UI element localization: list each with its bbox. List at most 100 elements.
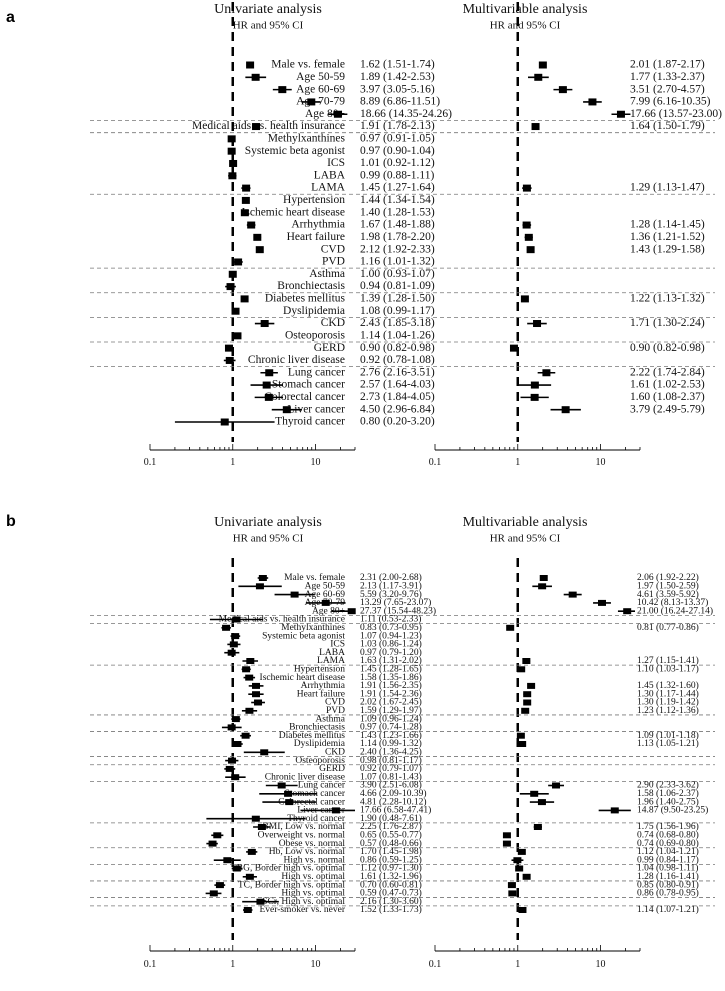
- forest-row: LAMA 1.63 (1.31-2.02) 1.27 (1.15-1.41): [90, 655, 715, 666]
- multivariable-hr-marker: [531, 123, 540, 131]
- univariate-hr-label: 1.67 (1.48-1.88): [360, 219, 435, 231]
- univariate-hr-label: 2.73 (1.84-4.05): [360, 391, 435, 403]
- multivariable-hr-marker: [533, 824, 542, 830]
- multivariable-hr-label: 14.87 (9.50-23.25): [637, 805, 708, 816]
- row-label: Hb, Low vs. normal: [269, 847, 346, 857]
- multivariable-hr-marker: [568, 591, 577, 598]
- row-label: High vs. normal: [284, 855, 346, 865]
- forest-row: GERD 0.92 (0.79-1.07): [224, 763, 422, 774]
- univariate-hr-marker: [246, 658, 255, 664]
- forest-row: Ischemic heart disease 1.40 (1.28-1.53): [240, 206, 435, 218]
- multivariable-hr-marker: [517, 848, 526, 855]
- row-label: TC, Border high vs. optimal: [238, 880, 345, 890]
- forest-row: Male vs. female 2.31 (2.00-2.68) 2.06 (1.9…: [257, 572, 699, 583]
- univariate-hr-label: 0.99 (0.88-1.11): [360, 169, 434, 181]
- multivariable-hr-marker: [522, 221, 531, 229]
- multivariable-hr-marker: [537, 799, 546, 806]
- univariate-hr-marker: [252, 123, 261, 131]
- univariate-hr-label: 2.12 (1.92-2.33): [360, 243, 435, 255]
- row-label: CKD: [325, 747, 345, 757]
- univariate-tick-label: 10: [311, 959, 321, 970]
- multivariable-hr-label: 0.74 (0.68-0.80): [637, 829, 699, 840]
- row-label: Diabetes mellitus: [265, 293, 346, 305]
- univariate-hr-label: 2.16 (1.30-3.60): [360, 896, 422, 907]
- univariate-hr-label: 1.12 (0.97-1.30): [360, 863, 422, 874]
- univariate-hr-label: 1.91 (1.54-2.36): [360, 688, 422, 699]
- univariate-hr-label: 1.07 (0.81-1.43): [360, 771, 422, 782]
- univariate-hr-label: 0.80 (0.20-3.20): [360, 416, 435, 428]
- row-label: BMI, Low vs. normal: [262, 822, 345, 832]
- univariate-hr-label: 2.25 (1.76-2.87): [360, 821, 422, 832]
- forest-row: Asthma 1.00 (0.93-1.07): [228, 268, 435, 280]
- multivariable-hr-label: 0.85 (0.80-0.91): [637, 879, 699, 890]
- multivariable-hr-label: 3.51 (2.70-4.57): [630, 83, 705, 95]
- univariate-tick-label: 0.1: [144, 457, 157, 468]
- multivariable-hr-marker: [616, 110, 625, 118]
- multivariable-hr-marker: [516, 732, 525, 739]
- forest-row: Age 50-59 2.13 (1.17-3.91) 1.97 (1.50-2.59…: [238, 580, 699, 591]
- univariate-hr-marker: [225, 356, 234, 364]
- multivariable-hr-label: 1.60 (1.08-2.37): [630, 391, 705, 403]
- univariate-hr-marker: [258, 575, 267, 581]
- forest-row: Obese vs. normal 0.57 (0.48-0.66) 0.74 (0.…: [90, 838, 715, 849]
- univariate-hr-marker: [245, 707, 254, 714]
- univariate-hr-label: 1.16 (1.01-1.32): [360, 256, 435, 268]
- multivariable-hr-label: 7.99 (6.16-10.35): [630, 96, 711, 108]
- multivariable-hr-marker: [518, 907, 527, 913]
- univariate-hr-marker: [232, 616, 241, 623]
- univariate-hr-marker: [245, 674, 254, 681]
- row-label: Dyslipidemia: [294, 739, 346, 749]
- forest-row: LAMA 1.45 (1.27-1.64) 1.29 (1.13-1.47): [90, 182, 715, 195]
- forest-row: CVD 2.02 (1.67-2.45) 1.30 (1.19-1.42): [251, 697, 699, 708]
- forest-row: Ischemic heart disease 1.58 (1.35-1.86): [243, 672, 422, 683]
- forest-row: Colorectal cancer 2.73 (1.84-4.05) 1.60 (1…: [254, 391, 705, 403]
- univariate-hr-label: 1.00 (0.93-1.07): [360, 268, 435, 280]
- univariate-hr-marker: [231, 307, 240, 315]
- forest-row: Lung cancer 2.76 (2.16-3.51) 2.22 (1.74-2.…: [260, 366, 705, 378]
- multivariable-hr-label: 1.30 (1.19-1.42): [637, 697, 699, 708]
- row-label: High vs. optimal: [281, 872, 345, 882]
- row-label: Stomach cancer: [272, 379, 345, 391]
- univariate-hr-marker: [247, 848, 256, 855]
- univariate-hr-marker: [257, 824, 266, 830]
- univariate-hr-label: 0.70 (0.60-0.81): [360, 879, 422, 890]
- multivariable-hr-label: 1.27 (1.15-1.41): [637, 655, 699, 666]
- multivariable-hr-marker: [509, 344, 518, 352]
- univariate-hr-marker: [227, 147, 236, 155]
- row-label: Chronic liver disease: [248, 354, 345, 366]
- multivariable-hr-marker: [558, 86, 567, 94]
- multivariable-hr-label: 0.74 (0.69-0.80): [637, 838, 699, 849]
- multivariable-hr-label: 1.77 (1.33-2.37): [630, 71, 705, 83]
- univariate-title: Univariate analysis: [214, 2, 322, 17]
- forest-row: Arrhythmia 1.91 (1.56-2.35) 1.45 (1.32-1.6…: [248, 680, 699, 691]
- multivariable-hr-label: 1.45 (1.32-1.60): [637, 680, 699, 691]
- row-label: FBG, Border high vs. optimal: [232, 864, 346, 874]
- univariate-hr-marker: [231, 633, 240, 640]
- univariate-hr-label: 2.02 (1.67-2.45): [360, 697, 422, 708]
- forest-row: FBG, Border high vs. optimal 1.12 (0.97-1…: [232, 863, 699, 874]
- univariate-hr-marker: [262, 381, 271, 389]
- univariate-hr-label: 1.91 (1.78-2.13): [360, 120, 435, 132]
- forest-row: Dyslipidemia 1.14 (0.99-1.32) 1.13 (1.05-1…: [232, 738, 699, 749]
- univariate-hr-label: 4.81 (2.28-10.12): [360, 796, 427, 807]
- univariate-hr-marker: [233, 741, 242, 747]
- univariate-hr-label: 1.09 (0.96-1.24): [360, 713, 422, 724]
- univariate-hr-label: 1.70 (1.45-1.98): [360, 846, 422, 857]
- forest-row: Chronic liver disease 1.07 (0.81-1.43): [90, 771, 715, 782]
- univariate-hr-label: 1.45 (1.28-1.65): [360, 663, 422, 674]
- row-label: Chronic liver disease: [265, 772, 345, 782]
- multivariable-hr-marker: [539, 575, 548, 581]
- univariate-hr-marker: [226, 283, 235, 291]
- univariate-subtitle: HR and 95% CI: [233, 533, 304, 545]
- univariate-hr-marker: [252, 691, 261, 698]
- multivariable-hr-label: 1.30 (1.17-1.44): [637, 688, 699, 699]
- row-label: Arrhythmia: [291, 219, 345, 231]
- multivariable-hr-label: 0.90 (0.82-0.98): [630, 342, 705, 354]
- univariate-hr-label: 1.58 (1.35-1.86): [360, 672, 422, 683]
- univariate-hr-label: 0.97 (0.79-1.20): [360, 647, 422, 658]
- univariate-hr-marker: [241, 732, 250, 739]
- forest-row: Stomach cancer 2.57 (1.64-4.03) 1.61 (1.02…: [250, 379, 705, 391]
- multivariable-hr-label: 2.90 (2.33-3.62): [637, 780, 699, 791]
- row-label: Arrhythmia: [301, 681, 346, 691]
- multivariable-hr-marker: [561, 406, 570, 414]
